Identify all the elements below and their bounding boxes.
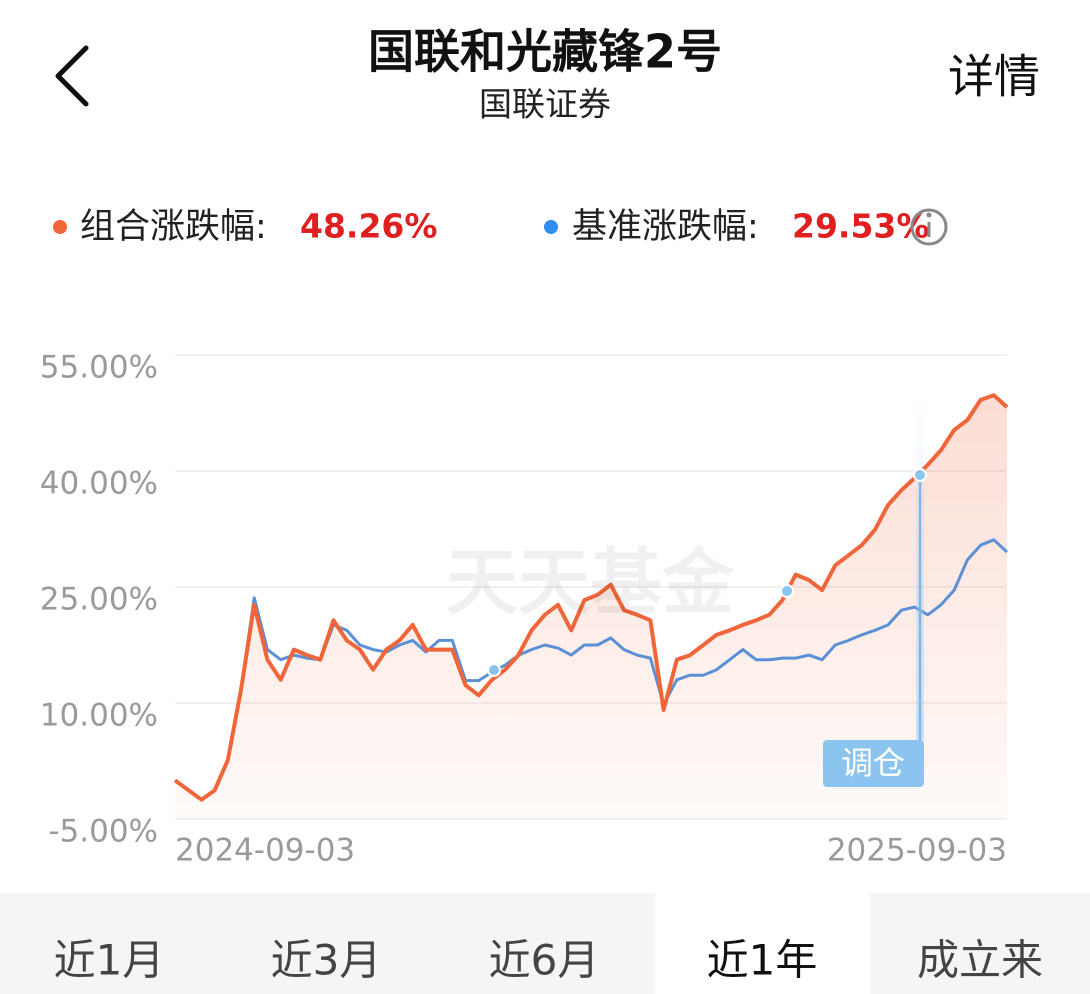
title: 国联和光藏锋2号 [368, 25, 722, 79]
legend-value: 48.26% [300, 207, 437, 246]
y-tick-label: 25.00% [40, 582, 158, 618]
legend-label: 基准涨跌幅: [572, 207, 759, 247]
x-tick-label: 2025-09-03 [827, 833, 1007, 869]
detail-button[interactable]: 详情 [948, 50, 1040, 104]
chart: 55.00% 40.00% 25.00% 10.00% -5.00% 2024-09-03… [40, 350, 1009, 869]
x-tick-label: 2024-09-03 [175, 833, 355, 869]
y-tick-label: 55.00% [40, 350, 158, 386]
tab[interactable]: 近3月 [271, 936, 382, 985]
legend-label: 组合涨跌幅: [80, 207, 267, 247]
tab-selected [655, 893, 870, 994]
tab[interactable]: 近1月 [54, 936, 165, 985]
y-tick-label: 40.00% [40, 466, 158, 502]
tab[interactable]: 成立来 [917, 936, 1043, 985]
rebalance-dot [780, 584, 794, 598]
tab-bar [0, 893, 1090, 994]
y-tick-label: -5.00% [48, 814, 158, 850]
rebalance-dot [487, 663, 501, 677]
watermark: 天天基金 [446, 541, 735, 625]
legend-dot [53, 220, 67, 234]
y-tick-label: 10.00% [40, 698, 158, 734]
rebalance-dot [913, 468, 927, 482]
tab[interactable]: 近1年 [707, 936, 818, 985]
subtitle: 国联证券 [479, 85, 611, 124]
legend-dot [544, 220, 558, 234]
tab[interactable]: 近6月 [489, 936, 600, 985]
back-button[interactable] [55, 45, 89, 107]
area [175, 395, 1007, 819]
legend-value: 29.53% [792, 207, 929, 246]
tabs: 近1月 近3月 近6月 近1年 成立来 [54, 936, 1043, 985]
rebalance-label: 调仓 [841, 744, 905, 782]
rebalance-badge[interactable] [823, 740, 924, 787]
info-icon[interactable] [910, 208, 948, 246]
series-line [173, 393, 1009, 802]
